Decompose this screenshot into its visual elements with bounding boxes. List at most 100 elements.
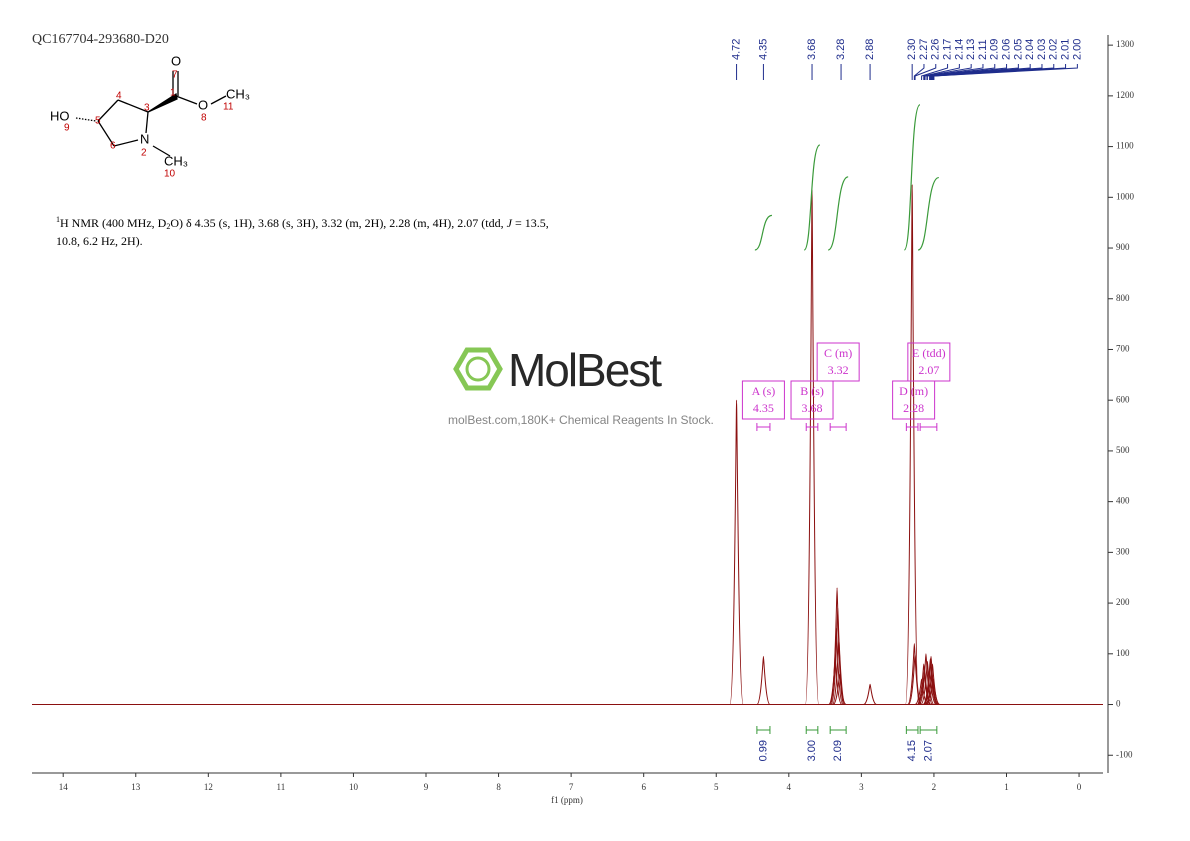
peak-leader xyxy=(924,64,972,80)
peak xyxy=(832,673,847,706)
nmr-text: 10.8, 6.2 Hz, 2H). xyxy=(56,234,143,248)
multiplet-shift: 3.68 xyxy=(802,401,823,415)
atom: HO xyxy=(50,108,70,123)
integral-bracket xyxy=(829,726,847,734)
x-tick-label: 13 xyxy=(131,782,141,792)
atom-number: 8 xyxy=(201,113,207,124)
watermark-tagline: molBest.com,180K+ Chemical Reagents In S… xyxy=(448,413,714,427)
logo-ring xyxy=(465,356,491,382)
integral-bracket xyxy=(919,726,938,734)
integral-curve xyxy=(803,144,821,251)
x-tick-label: 5 xyxy=(714,782,719,792)
multiplet-shift: 2.28 xyxy=(903,401,924,415)
peak-leader xyxy=(926,64,996,80)
peak xyxy=(907,643,922,706)
y-tick-label: 800 xyxy=(1116,293,1130,303)
bond xyxy=(113,139,139,147)
peak-leader xyxy=(914,64,937,80)
x-tick-label: 1 xyxy=(1004,782,1009,792)
peak-leader xyxy=(933,64,1078,80)
peak-label: 2.14 xyxy=(953,39,965,60)
peak-label: 2.88 xyxy=(864,39,876,60)
nmr-text: H NMR (400 MHz, D xyxy=(60,216,167,230)
multiplet-label: A (s) xyxy=(752,384,776,398)
peak-label: 2.26 xyxy=(930,39,942,60)
nmr-text: 1 xyxy=(56,215,60,224)
multiplet-range xyxy=(905,423,919,431)
y-tick-label: 600 xyxy=(1116,394,1130,404)
x-tick-label: 2 xyxy=(932,782,937,792)
peak-label: 2.02 xyxy=(1048,39,1060,60)
integral-label: 2.07 xyxy=(922,740,934,761)
hash-bond xyxy=(75,117,97,122)
peak-leader xyxy=(925,64,984,80)
atom: CH₃ xyxy=(164,153,188,168)
peak-label: 3.28 xyxy=(835,39,847,60)
multiplet-range xyxy=(829,423,847,431)
x-tick-label: 6 xyxy=(641,782,646,792)
peak xyxy=(756,655,771,706)
integral-curve xyxy=(917,176,940,251)
nmr-text: J xyxy=(507,216,513,230)
integral-label: 3.00 xyxy=(806,740,818,761)
y-tick-label: 900 xyxy=(1116,242,1130,252)
y-tick-label: 0 xyxy=(1116,699,1121,709)
peak-label: 3.68 xyxy=(806,39,818,60)
integral-bracket xyxy=(756,726,771,734)
integral-curve xyxy=(903,104,921,251)
peak xyxy=(863,683,877,706)
y-tick-label: 100 xyxy=(1116,648,1130,658)
peak-label: 4.72 xyxy=(730,39,742,60)
multiplet-box xyxy=(741,380,785,420)
y-tick-label: 500 xyxy=(1116,445,1130,455)
peak-label: 4.35 xyxy=(757,39,769,60)
x-tick-label: 8 xyxy=(496,782,501,792)
integral-label: 0.99 xyxy=(757,740,769,761)
multiplet-box xyxy=(790,380,834,420)
multiplet-range xyxy=(756,423,771,431)
integral-label: 4.15 xyxy=(906,740,918,761)
peak xyxy=(831,638,846,706)
nmr-text: = 13.5, xyxy=(512,216,549,230)
x-tick-label: 3 xyxy=(859,782,864,792)
atom-number: 7 xyxy=(172,70,178,81)
peak xyxy=(905,183,920,706)
peak-leader xyxy=(929,64,1019,80)
atom-number: 3 xyxy=(144,103,150,114)
y-tick-label: 700 xyxy=(1116,344,1130,354)
peak-label: 2.05 xyxy=(1012,39,1024,60)
multiplet-label: D (m) xyxy=(899,384,928,398)
peak-label: 2.01 xyxy=(1059,39,1071,60)
x-tick-label: 0 xyxy=(1077,782,1082,792)
logo-hexagon xyxy=(453,347,503,391)
atom-number: 11 xyxy=(223,102,234,113)
x-tick-label: 11 xyxy=(277,782,286,792)
x-tick-label: 4 xyxy=(787,782,792,792)
multiplet-shift: 3.32 xyxy=(828,363,849,377)
atom-number: 9 xyxy=(64,123,70,134)
y-tick-label: 1300 xyxy=(1116,39,1135,49)
watermark-brand: MolBest xyxy=(508,344,662,396)
peak-label: 2.06 xyxy=(1000,39,1012,60)
structure xyxy=(75,71,227,157)
multiplet-box xyxy=(816,342,860,382)
y-tick-label: 1200 xyxy=(1116,90,1135,100)
x-tick-label: 10 xyxy=(349,782,359,792)
peak-label: 2.13 xyxy=(965,39,977,60)
y-tick-label: 1100 xyxy=(1116,141,1134,151)
multiplet-label: E (tdd) xyxy=(912,346,946,360)
x-tick-label: 9 xyxy=(424,782,429,792)
peak-leader xyxy=(923,64,960,80)
atom: O xyxy=(198,97,208,112)
multiplet-shift: 4.35 xyxy=(753,401,774,415)
bond xyxy=(175,95,198,105)
nmr-text: O) δ 4.35 (s, 1H), 3.68 (s, 3H), 3.32 (m… xyxy=(170,216,506,230)
bond xyxy=(152,145,171,157)
multiplet-range xyxy=(919,423,938,431)
atom: CH₃ xyxy=(226,86,250,101)
compound-id: QC167704-293680-D20 xyxy=(32,32,169,47)
wedge-bond xyxy=(147,92,178,113)
peak-label: 2.09 xyxy=(989,39,1001,60)
